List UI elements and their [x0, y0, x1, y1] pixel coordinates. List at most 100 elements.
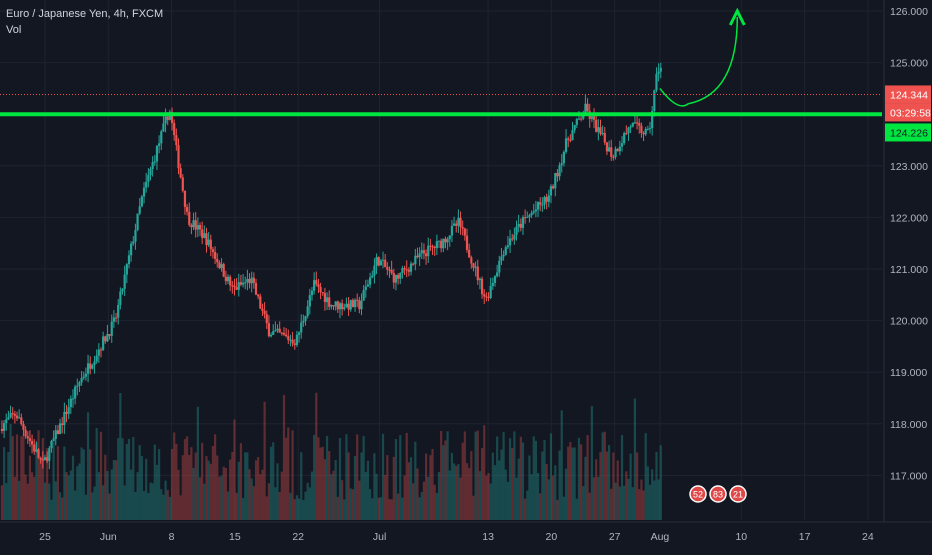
candle-body [577, 118, 581, 120]
volume-bar [409, 457, 413, 520]
candle-body [46, 457, 49, 461]
volume-bar [403, 475, 406, 520]
candle-body [82, 376, 85, 379]
candle-body [145, 181, 148, 188]
volume-bar [269, 446, 273, 520]
volume-bar [162, 494, 165, 520]
volume-bar [388, 499, 391, 520]
candle-body [125, 264, 128, 275]
candle-body [330, 305, 333, 307]
volume-bar [394, 439, 398, 520]
candle-body [582, 114, 585, 119]
x-tick-label: Jul [373, 531, 386, 543]
volume-bar [297, 498, 301, 520]
volume-bar [424, 453, 428, 520]
volume-bar [261, 469, 264, 520]
candle-body [205, 233, 208, 246]
volume-bar [437, 471, 441, 520]
volume-bar [640, 479, 643, 520]
volume-bar [541, 451, 544, 520]
candle-body [166, 116, 169, 120]
candle-body [89, 363, 92, 369]
volume-bar [211, 445, 215, 520]
volume-bar [9, 424, 12, 520]
volume-bar [291, 430, 294, 520]
candle-body [448, 235, 451, 240]
x-tick-label: 27 [609, 531, 621, 543]
volume-bar [313, 434, 316, 520]
candle-body [102, 336, 105, 350]
volume-bar [575, 498, 578, 520]
candle-body [427, 245, 430, 257]
volume-bar [646, 466, 649, 520]
volume-bar [304, 491, 307, 520]
chart-legend: Euro / Japanese Yen, 4h, FXCM Vol [6, 6, 163, 38]
candle-body [158, 143, 161, 146]
candle-body [364, 286, 367, 291]
y-tick-label: 119.000 [890, 367, 927, 379]
candle-body [394, 274, 398, 283]
candle-body [188, 211, 191, 225]
volume-bar [360, 452, 363, 520]
candle-body [274, 330, 277, 332]
candle-body [519, 223, 522, 228]
volume-bar [164, 480, 167, 520]
candle-body [442, 238, 445, 249]
volume-bar [196, 406, 199, 520]
candle-body [86, 363, 90, 374]
candle-body [97, 349, 100, 356]
volume-bar [287, 427, 290, 520]
volume-bar [586, 435, 589, 520]
candle-body [276, 328, 279, 331]
candle-body [332, 305, 335, 307]
candle-body [24, 429, 27, 437]
candle-body [196, 225, 199, 230]
volume-bar [399, 435, 402, 520]
candle-body [356, 299, 359, 301]
candle-body [33, 444, 36, 452]
candle-body [297, 332, 301, 335]
volume-bar [226, 491, 230, 520]
volume-bar [205, 456, 208, 520]
candle-body [569, 139, 572, 141]
x-tick-label: 24 [862, 531, 874, 543]
volume-bar [181, 455, 184, 520]
event-marker-label: 83 [713, 490, 723, 500]
volume-bar [192, 467, 195, 520]
volume-bar [332, 470, 335, 520]
candle-body [259, 296, 262, 309]
volume-bar [28, 455, 32, 520]
volume-bar [627, 478, 630, 520]
volume-bar [13, 476, 16, 520]
volume-bar [659, 445, 662, 520]
candle-body [379, 260, 382, 266]
volume-bar [22, 435, 25, 520]
candle-body [52, 438, 55, 441]
volume-bar [323, 459, 326, 520]
candle-body [487, 296, 490, 298]
volume-bar [285, 437, 288, 520]
volume-bar [381, 433, 385, 520]
volume-bar [478, 471, 482, 520]
candle-body [13, 413, 16, 416]
volume-bar [343, 499, 346, 520]
candle-body [321, 292, 324, 294]
volume-bar [140, 456, 143, 520]
candle-body [140, 196, 143, 207]
volume-bar [76, 466, 79, 520]
volume-bar [341, 480, 344, 520]
volume-bar [524, 498, 527, 520]
candle-body [149, 169, 152, 175]
x-tick-label: 13 [482, 531, 494, 543]
candle-body [104, 336, 107, 342]
volume-bar [91, 492, 94, 520]
volume-bar [502, 432, 505, 520]
candle-body [584, 103, 587, 115]
volume-bar [564, 468, 568, 520]
volume-bar [472, 495, 475, 520]
volume-bar [642, 490, 645, 520]
volume-bar [379, 497, 382, 520]
candle-body [532, 211, 535, 213]
